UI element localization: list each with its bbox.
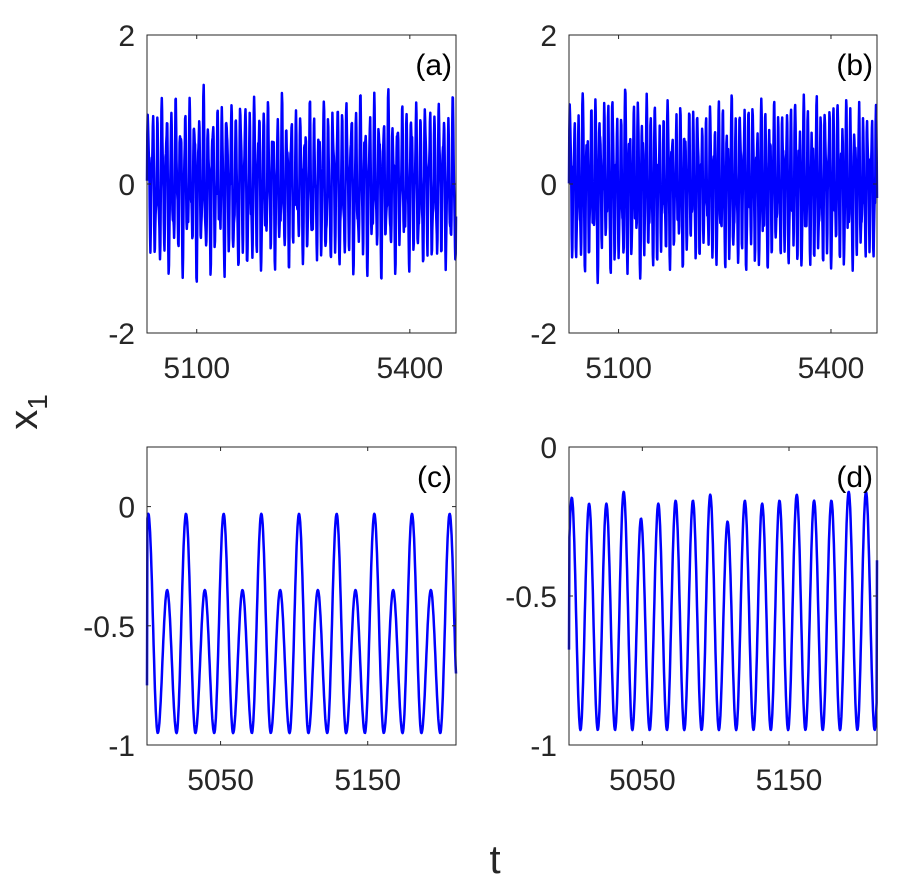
y-tick-label: -0.5: [505, 581, 557, 614]
x-tick-label: 5150: [334, 764, 401, 797]
x-tick-label: 5100: [585, 352, 652, 385]
axes-frame: [146, 446, 457, 746]
y-tick-label: 0: [540, 432, 557, 465]
y-tick-label: 2: [540, 20, 557, 53]
y-tick-label: -1: [530, 730, 557, 763]
x-tick-label: 5050: [609, 764, 676, 797]
x-tick-label: 5400: [798, 352, 865, 385]
y-tick-label: -2: [530, 318, 557, 351]
panel-label: (c): [417, 461, 452, 494]
panel-label: (b): [836, 49, 873, 82]
y-tick-label: -2: [108, 318, 135, 351]
y-tick-label: 0: [118, 492, 135, 525]
x-tick-label: 5050: [187, 764, 254, 797]
y-axis-label-main: x: [2, 410, 46, 430]
y-axis-label: x1: [2, 394, 53, 430]
panel-b: 2 0 -2 5100 5400 (b): [530, 20, 879, 385]
x-tick-label: 5400: [376, 352, 443, 385]
y-axis-label-subscript: 1: [22, 394, 53, 410]
y-tick-label: -0.5: [83, 611, 135, 644]
series-line: [567, 88, 879, 285]
series-line: [145, 83, 458, 283]
series-line: [567, 490, 879, 732]
panel-a: 2 0 -2 5100 5400 (a): [108, 20, 458, 385]
x-tick-label: 5100: [163, 352, 230, 385]
y-tick-label: 0: [118, 169, 135, 202]
y-tick-label: 0: [540, 169, 557, 202]
y-tick-label: -1: [108, 730, 135, 763]
panel-c: 0 -0.5 -1 5050 5150 (c): [83, 446, 458, 797]
panel-d: 0 -0.5 -1 5050 5150 (d): [505, 432, 879, 797]
panel-label: (a): [415, 49, 452, 82]
x-axis-label: t: [489, 838, 500, 882]
x-tick-label: 5150: [756, 764, 823, 797]
panel-label: (d): [836, 461, 873, 494]
y-tick-label: 2: [118, 20, 135, 53]
series-line: [145, 512, 458, 735]
